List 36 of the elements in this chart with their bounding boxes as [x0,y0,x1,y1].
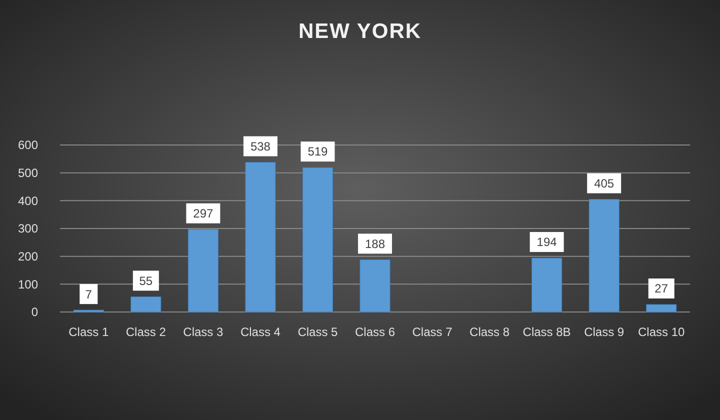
x-tick-label: Class 8 [470,325,510,339]
bar [532,258,562,312]
x-tick-label: Class 1 [68,325,109,339]
x-tick-label: Class 10 [638,325,686,339]
x-tick-label: Class 5 [298,325,338,339]
data-label: 7 [85,287,92,302]
data-label: 405 [594,176,614,190]
bar [588,199,620,312]
x-tick-label: Class 7 [412,325,453,339]
y-tick-label: 300 [18,222,38,236]
bar [245,162,276,312]
bar [188,229,218,312]
bar [360,259,390,312]
bar [130,296,162,312]
x-tick-label: Class 2 [126,325,166,339]
y-tick-label: 500 [18,166,38,180]
data-label: 538 [250,139,271,154]
y-tick-label: 100 [18,277,38,292]
data-label: 27 [654,282,668,296]
y-tick-label: 0 [31,305,38,320]
x-tick-label: Class 3 [183,325,224,339]
x-tick-label: Class 4 [240,325,281,339]
y-tick-label: 600 [18,138,38,152]
data-label: 194 [536,235,558,250]
x-tick-label: Class 8B [522,325,571,339]
x-tick-label: Class 9 [584,325,624,339]
bar [302,167,334,312]
data-label: 519 [308,144,328,159]
data-label: 188 [364,236,386,251]
chart-title: NEW YORK [298,20,422,43]
bar [646,304,677,312]
x-tick-label: Class 6 [354,325,396,339]
y-tick-label: 200 [18,250,38,264]
data-label: 297 [193,206,214,221]
y-tick-label: 400 [18,194,38,208]
data-label: 55 [139,274,153,288]
